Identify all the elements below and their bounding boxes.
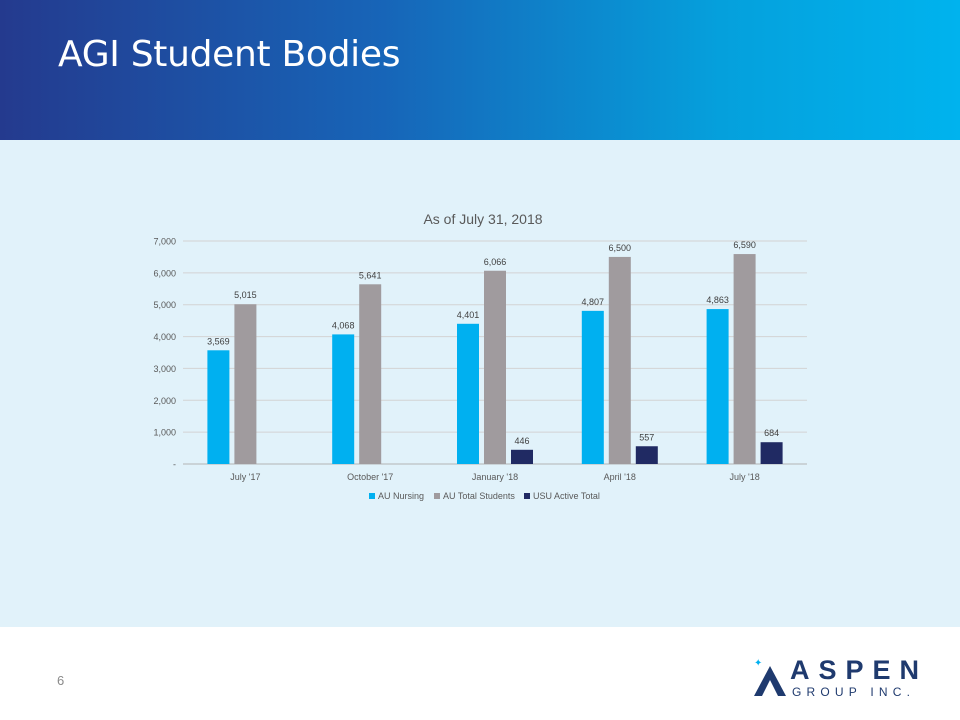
- logo-wordmark: ASPEN: [790, 655, 929, 685]
- chart-legend: AU Nursing AU Total Students USU Active To…: [369, 491, 600, 501]
- legend-swatch: [369, 493, 375, 499]
- bar: [581, 310, 604, 464]
- y-tick-label: 7,000: [153, 237, 176, 247]
- legend-swatch: [434, 493, 440, 499]
- bar: [511, 449, 533, 464]
- data-label: 6,066: [484, 257, 507, 267]
- bar: [207, 350, 230, 464]
- data-label: 684: [764, 428, 779, 438]
- data-labels: 3,569 5,015 4,068 5,641 4,401 6,066 446 4,807 6,…: [207, 240, 779, 446]
- data-label: 3,569: [207, 336, 230, 346]
- bar: [760, 442, 783, 464]
- slide-title: AGI Student Bodies: [58, 34, 401, 75]
- bar: [484, 270, 506, 464]
- bar: [733, 254, 756, 464]
- y-axis: - 1,000 2,000 3,000 4,000 5,000 6,000 7,000: [153, 237, 176, 470]
- y-tick-label: 3,000: [153, 364, 176, 374]
- logo-subtitle: GROUP INC.: [792, 685, 916, 699]
- header-banner: [0, 0, 960, 140]
- data-label: 5,641: [359, 270, 382, 280]
- data-label: 4,863: [706, 295, 729, 305]
- x-axis: July '17 October '17 January '18 April '18 J…: [230, 472, 759, 482]
- data-label: 5,015: [234, 290, 257, 300]
- x-tick-label: July '17: [230, 472, 260, 482]
- x-tick-label: April '18: [604, 472, 636, 482]
- y-tick-label: 2,000: [153, 396, 176, 406]
- bar: [457, 323, 479, 464]
- data-label: 4,807: [582, 297, 605, 307]
- bar: [234, 304, 257, 464]
- legend-label: AU Total Students: [443, 491, 515, 501]
- bar: [608, 256, 631, 464]
- aspen-logo-icon: ✦: [754, 658, 786, 696]
- data-label: 557: [639, 432, 654, 442]
- y-tick-label: 4,000: [153, 332, 176, 342]
- data-label: 6,590: [733, 240, 756, 250]
- bar: [332, 334, 355, 464]
- bar: [635, 446, 658, 464]
- data-label: 446: [514, 436, 529, 446]
- svg-text:✦: ✦: [754, 658, 762, 669]
- data-label: 4,068: [332, 320, 355, 330]
- chart-bars: [207, 254, 783, 464]
- data-label: 6,500: [609, 243, 632, 253]
- y-tick-label: -: [173, 460, 176, 470]
- page-number: 6: [57, 673, 65, 688]
- bar: [706, 309, 729, 464]
- chart-panel: [0, 140, 960, 627]
- x-tick-label: July '18: [729, 472, 759, 482]
- y-tick-label: 1,000: [153, 428, 176, 438]
- y-tick-label: 6,000: [153, 268, 176, 278]
- x-tick-label: October '17: [347, 472, 393, 482]
- x-tick-label: January '18: [472, 472, 518, 482]
- legend-label: USU Active Total: [533, 491, 600, 501]
- chart-title: As of July 31, 2018: [423, 211, 542, 227]
- bar: [359, 284, 382, 464]
- data-label: 4,401: [457, 310, 480, 320]
- legend-label: AU Nursing: [378, 491, 424, 501]
- y-tick-label: 5,000: [153, 300, 176, 310]
- legend-swatch: [524, 493, 530, 499]
